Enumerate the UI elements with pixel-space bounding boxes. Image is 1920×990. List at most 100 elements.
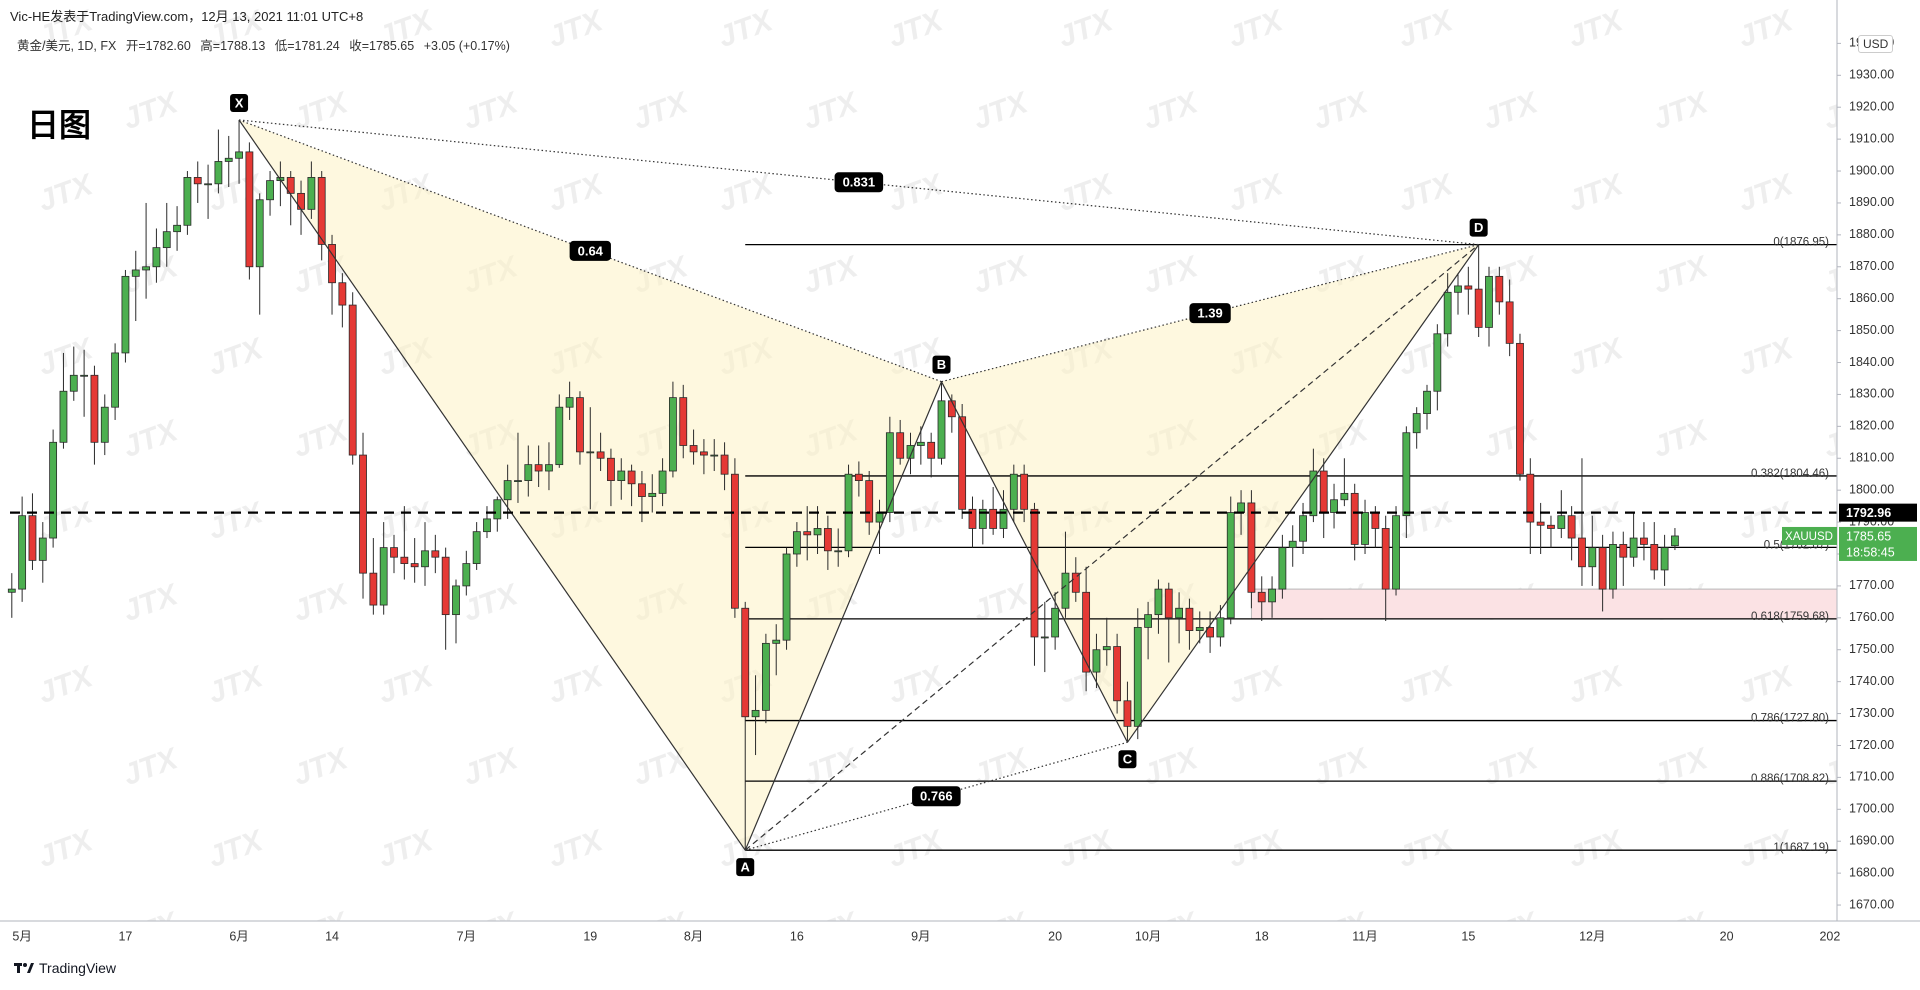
last-price-label: 1785.65 [1846, 529, 1891, 543]
point-marker [230, 93, 249, 112]
x-tick-label: 6月 [229, 929, 248, 943]
candle-body [1423, 390, 1431, 414]
watermark: JTX [544, 4, 609, 55]
ratio-box [834, 172, 884, 193]
candle-body [18, 515, 27, 590]
candle-body [1268, 588, 1276, 603]
y-tick-label: 1690.00 [1849, 834, 1894, 848]
candle-body [297, 192, 305, 210]
ratio-box [569, 240, 611, 261]
y-tick-label: 1730.00 [1849, 706, 1894, 720]
candle-body [462, 563, 471, 587]
watermark: JTX [969, 250, 1034, 301]
candle-body [545, 464, 553, 472]
candle-body [1412, 413, 1421, 434]
watermark: JTX [1224, 168, 1289, 219]
candle-body [69, 374, 78, 392]
x-tick-label: 10月 [1135, 929, 1161, 943]
y-tick-label: 1820.00 [1849, 419, 1894, 433]
point-marker [932, 355, 951, 374]
candle-body [834, 550, 843, 553]
watermark: JTX [1564, 824, 1629, 875]
pattern-leg [744, 381, 943, 851]
watermark: JTX [1904, 4, 1920, 55]
candle-body [1505, 301, 1514, 344]
candle-body [173, 224, 181, 233]
watermark: JTX [1139, 742, 1204, 793]
candle-body [224, 157, 233, 162]
close-value: 收=1785.65 [349, 39, 415, 53]
candle-body [441, 556, 450, 616]
x-tick-label: 9月 [911, 929, 930, 943]
watermark: JTX [1649, 414, 1714, 465]
candle-body [1361, 512, 1369, 545]
watermark: JTX [1054, 168, 1119, 219]
watermark: JTX [969, 906, 1034, 957]
candle-body [1040, 636, 1049, 639]
x-tick-label: 17 [118, 929, 132, 943]
point-marker [1469, 218, 1488, 237]
y-tick-label: 1800.00 [1849, 482, 1894, 496]
watermark: JTX [289, 578, 354, 629]
candle-body [761, 642, 770, 711]
candle-body [1557, 515, 1566, 529]
ratio-box [1189, 303, 1231, 324]
candle-body [1092, 649, 1101, 673]
candle-body [648, 492, 657, 497]
candle-body [731, 473, 739, 609]
candle-body [317, 177, 326, 245]
watermark: JTX [799, 906, 864, 957]
candle-body [7, 588, 16, 593]
watermark: JTX [884, 4, 949, 55]
watermark: JTX [799, 250, 864, 301]
watermark: JTX [204, 660, 269, 711]
candle-body [204, 183, 212, 186]
ratio-label: 0.64 [578, 243, 604, 258]
watermark: JTX [1649, 250, 1714, 301]
ratio-label: 1.39 [1197, 306, 1222, 321]
watermark: JTX [119, 742, 184, 793]
candle-body [1051, 607, 1060, 638]
candle-body [958, 416, 967, 510]
candle-body [286, 177, 295, 194]
x-tick-label: 11月 [1352, 929, 1377, 943]
currency-button[interactable]: USD [1858, 35, 1894, 53]
candle-body [823, 528, 832, 552]
candle-body [1278, 547, 1287, 590]
y-tick-label: 1910.00 [1849, 131, 1894, 145]
watermark: JTX [1564, 332, 1629, 383]
pattern-leg [940, 381, 1128, 743]
watermark: JTX [544, 168, 609, 219]
candle-body [514, 480, 522, 482]
y-tick-label: 1750.00 [1849, 642, 1894, 656]
candle-body [379, 547, 388, 606]
fib-label: 1(1687.19) [1773, 842, 1829, 854]
last-price-tag [1839, 526, 1917, 561]
ratio-badge: 1.39 [1189, 303, 1231, 324]
symbol-tag-label: XAUUSD [1785, 531, 1833, 543]
candle-body [782, 553, 791, 641]
candle-body [1102, 646, 1111, 651]
candle-body [720, 454, 729, 475]
change-value: +3.05 (+0.17%) [423, 39, 510, 53]
fib-label: 0(1876.95) [1773, 237, 1829, 249]
candle-body [266, 180, 274, 201]
watermark: JTX [1224, 824, 1289, 875]
watermark: JTX [1139, 86, 1204, 137]
y-tick-label: 1740.00 [1849, 674, 1894, 688]
candle-body [1474, 288, 1483, 328]
watermark: JTX [119, 86, 184, 137]
candle-body [452, 585, 460, 616]
candle-body [1640, 537, 1648, 545]
x-tick-label: 16 [790, 929, 804, 943]
candle-body [1392, 515, 1400, 590]
y-tick-label: 1710.00 [1849, 770, 1894, 784]
candle-body [1030, 508, 1039, 638]
y-tick-label: 1900.00 [1849, 163, 1894, 177]
y-tick-label: 1930.00 [1849, 68, 1894, 82]
candle-body [59, 390, 68, 443]
watermark: JTX [289, 86, 354, 137]
footer-brand: TradingView [14, 960, 116, 976]
watermark: JTX [1649, 742, 1714, 793]
x-tick-label: 20 [1720, 929, 1734, 943]
